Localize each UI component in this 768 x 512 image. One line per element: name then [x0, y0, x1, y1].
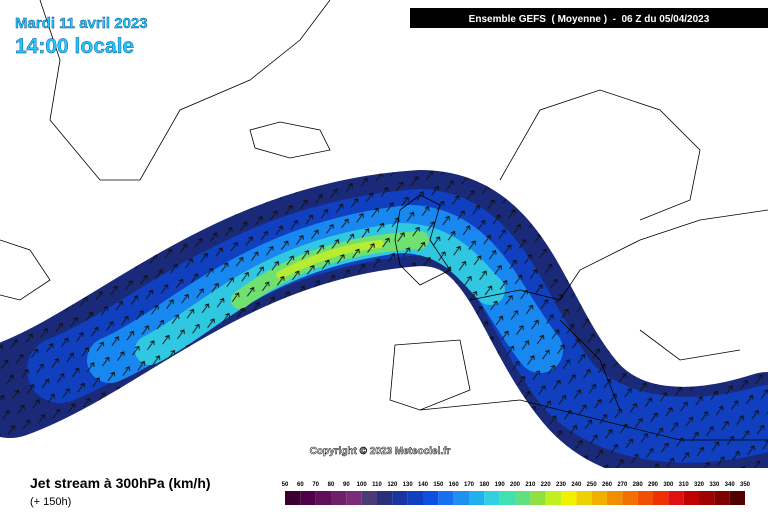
colorbar-swatch — [407, 491, 423, 505]
colorbar-swatch — [515, 491, 531, 505]
colorbar-tick-label: 320 — [694, 482, 705, 488]
colorbar-swatch — [607, 491, 623, 505]
colorbar-tick-label: 70 — [312, 482, 319, 488]
colorbar-tick-label: 130 — [403, 482, 414, 488]
colorbar-swatch — [331, 491, 347, 505]
colorbar-swatch — [561, 491, 577, 505]
colorbar-tick-label: 260 — [602, 482, 613, 488]
model-label: Ensemble GEFS ( Moyenne ) - 06 Z du 05/0… — [469, 14, 710, 25]
colorbar-tick-label: 290 — [648, 482, 659, 488]
colorbar-tick-label: 80 — [328, 482, 335, 488]
colorbar-tick-label: 240 — [571, 482, 582, 488]
colorbar-swatch — [361, 491, 377, 505]
colorbar-swatch — [683, 491, 699, 505]
colorbar-tick-label: 200 — [510, 482, 521, 488]
colorbar-swatch — [545, 491, 561, 505]
colorbar-swatch — [453, 491, 469, 505]
colorbar-tick-label: 180 — [479, 482, 490, 488]
colorbar-swatch — [423, 491, 439, 505]
colorbar-swatch — [285, 491, 301, 505]
colorbar-tick-label: 230 — [556, 482, 567, 488]
legend-title: Jet stream à 300hPa (km/h) — [30, 475, 211, 491]
colorbar-swatch — [714, 491, 730, 505]
lead-time: (+ 150h) — [30, 496, 71, 508]
colorbar-swatch — [637, 491, 653, 505]
colorbar-tick-label: 150 — [433, 482, 444, 488]
colorbar-swatch — [699, 491, 715, 505]
colorbar-swatch — [346, 491, 362, 505]
colorbar-swatch — [729, 491, 745, 505]
colorbar-tick-label: 60 — [297, 482, 304, 488]
coastlines — [0, 0, 768, 441]
colorbar-swatch — [438, 491, 454, 505]
colorbar-tick-label: 310 — [679, 482, 690, 488]
colorbar-tick-label: 160 — [449, 482, 460, 488]
colorbar-tick-label: 190 — [495, 482, 506, 488]
colorbar-swatch — [300, 491, 316, 505]
copyright: Copyright © 2023 Meteociel.fr — [310, 446, 451, 457]
colorbar-swatch — [469, 491, 485, 505]
time: 14:00 locale — [15, 35, 134, 58]
colorbar-tick-label: 330 — [709, 482, 720, 488]
colorbar-swatch — [530, 491, 546, 505]
model-box — [410, 8, 768, 28]
colorbar-tick-label: 350 — [740, 482, 751, 488]
jet-stream — [0, 170, 768, 483]
colorbar-tick-label: 340 — [725, 482, 736, 488]
colorbar-tick-label: 50 — [282, 482, 289, 488]
colorbar-swatch — [484, 491, 500, 505]
colorbar-swatch — [315, 491, 331, 505]
colorbar-swatch — [591, 491, 607, 505]
colorbar-tick-label: 170 — [464, 482, 475, 488]
colorbar-swatch — [622, 491, 638, 505]
colorbar-tick-label: 280 — [633, 482, 644, 488]
colorbar-swatch — [499, 491, 515, 505]
date: Mardi 11 avril 2023 — [15, 15, 148, 32]
colorbar-swatch — [653, 491, 669, 505]
colorbar-swatch — [576, 491, 592, 505]
colorbar-tick-label: 120 — [387, 482, 398, 488]
colorbar-tick-label: 100 — [357, 482, 368, 488]
colorbar-swatch — [377, 491, 393, 505]
colorbar-tick-label: 90 — [343, 482, 350, 488]
colorbar: 50 60 70 80 90 100 110 120 130 140 150 160 170 180 190… — [282, 482, 751, 505]
colorbar-tick-label: 210 — [525, 482, 536, 488]
colorbar-tick-label: 250 — [587, 482, 598, 488]
colorbar-tick-label: 270 — [617, 482, 628, 488]
colorbar-tick-label: 140 — [418, 482, 429, 488]
colorbar-swatch — [392, 491, 408, 505]
colorbar-tick-label: 220 — [541, 482, 552, 488]
colorbar-swatch — [668, 491, 684, 505]
colorbar-tick-label: 110 — [372, 482, 382, 488]
colorbar-tick-label: 300 — [663, 482, 674, 488]
